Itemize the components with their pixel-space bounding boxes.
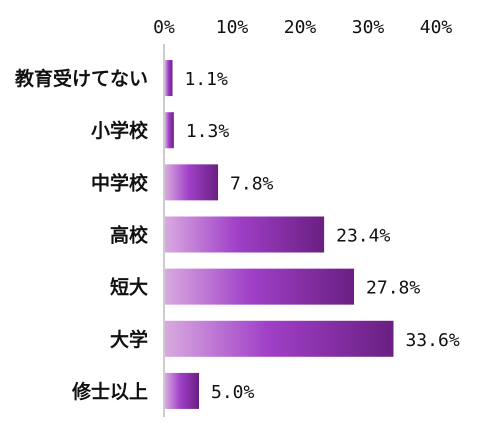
- bar: [165, 320, 394, 357]
- data-label: 33.6%: [405, 330, 459, 351]
- data-label: 5.0%: [211, 382, 255, 403]
- x-tick-label: 40%: [420, 17, 453, 38]
- category-label: 小学校: [91, 119, 149, 142]
- category-label: 高校: [110, 224, 149, 247]
- category-label: 修士以上: [71, 380, 148, 403]
- data-label: 27.8%: [366, 278, 420, 299]
- bar: [165, 112, 174, 149]
- category-label: 教育受けてない: [15, 67, 148, 90]
- bar: [165, 164, 219, 201]
- bar: [165, 216, 325, 253]
- data-label: 7.8%: [230, 173, 274, 194]
- x-tick-label: 10%: [216, 17, 249, 38]
- x-tick-label: 30%: [352, 17, 385, 38]
- data-label: 1.1%: [184, 69, 228, 90]
- bar: [165, 268, 355, 305]
- bars: [165, 60, 394, 409]
- bar: [165, 372, 199, 409]
- category-label: 大学: [110, 328, 148, 351]
- data-label: 23.4%: [336, 226, 390, 247]
- x-tick-label: 20%: [284, 17, 317, 38]
- data-labels: 1.1% 1.3% 7.8% 23.4% 27.8% 33.6% 5.0%: [184, 69, 459, 403]
- data-label: 1.3%: [186, 121, 230, 142]
- bar: [165, 60, 173, 97]
- x-axis-ticks: 0% 10% 20% 30% 40%: [153, 17, 452, 38]
- x-tick-label: 0%: [153, 17, 175, 38]
- category-label: 短大: [110, 276, 148, 299]
- category-label: 中学校: [91, 171, 149, 194]
